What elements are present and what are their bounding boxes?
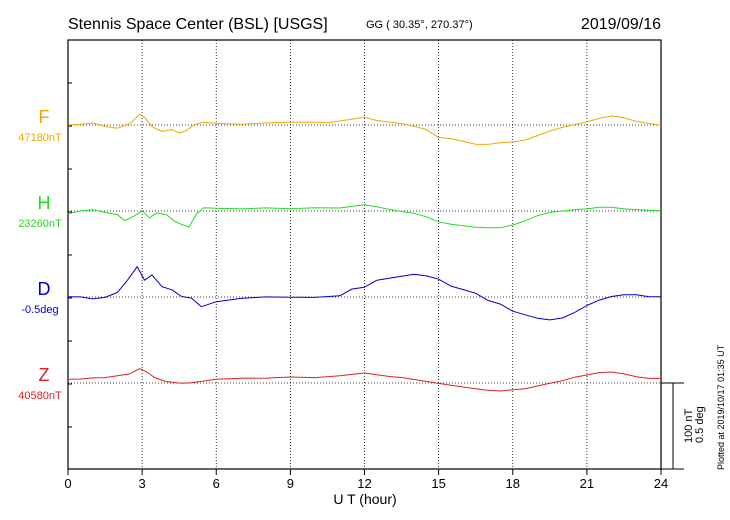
x-tick-label: 3 xyxy=(139,476,146,491)
x-tick-label: 0 xyxy=(64,476,71,491)
series-baseline-label-F: 47180nT xyxy=(18,132,62,144)
series-name-H: H xyxy=(38,193,51,213)
series-name-F: F xyxy=(39,107,50,127)
x-tick-label: 18 xyxy=(506,476,520,491)
scale-label-nt: 100 nT xyxy=(683,408,695,443)
series-line-H xyxy=(67,204,662,229)
x-tick-label: 12 xyxy=(357,476,371,491)
station-coordinates: GG ( 30.35°, 270.37°) xyxy=(366,19,473,31)
series-line-D xyxy=(67,266,662,321)
series-name-D: D xyxy=(38,279,51,299)
series-baseline-label-Z: 40580nT xyxy=(18,390,62,402)
scale-bar: 100 nT 0.5 deg xyxy=(661,382,706,470)
series-baseline-label-D: -0.5deg xyxy=(21,304,58,316)
series-group: F 47180nT H 23260nT D -0.5deg Z 40580nT xyxy=(18,107,662,402)
x-tick-label: 15 xyxy=(431,476,445,491)
series-name-Z: Z xyxy=(39,365,50,385)
x-tick-label: 9 xyxy=(287,476,294,491)
chart-date: 2019/09/16 xyxy=(581,16,661,33)
scale-label-deg: 0.5 deg xyxy=(694,406,706,443)
x-axis-ticks: 0 3 6 9 12 15 18 21 24 xyxy=(64,82,668,491)
grid-lines xyxy=(141,40,588,469)
chart-title: Stennis Space Center (BSL) [USGS] xyxy=(68,16,328,33)
x-axis-label: U T (hour) xyxy=(333,491,396,507)
plotted-at-note: Plotted at 2019/10/17 01:35 UT xyxy=(716,344,726,470)
series-baseline-label-H: 23260nT xyxy=(18,218,62,230)
series-line-F xyxy=(67,113,662,145)
series-line-Z xyxy=(67,368,661,392)
x-tick-label: 6 xyxy=(213,476,220,491)
plot-frame xyxy=(67,39,662,470)
x-tick-label: 24 xyxy=(654,476,668,491)
x-tick-label: 21 xyxy=(580,476,594,491)
